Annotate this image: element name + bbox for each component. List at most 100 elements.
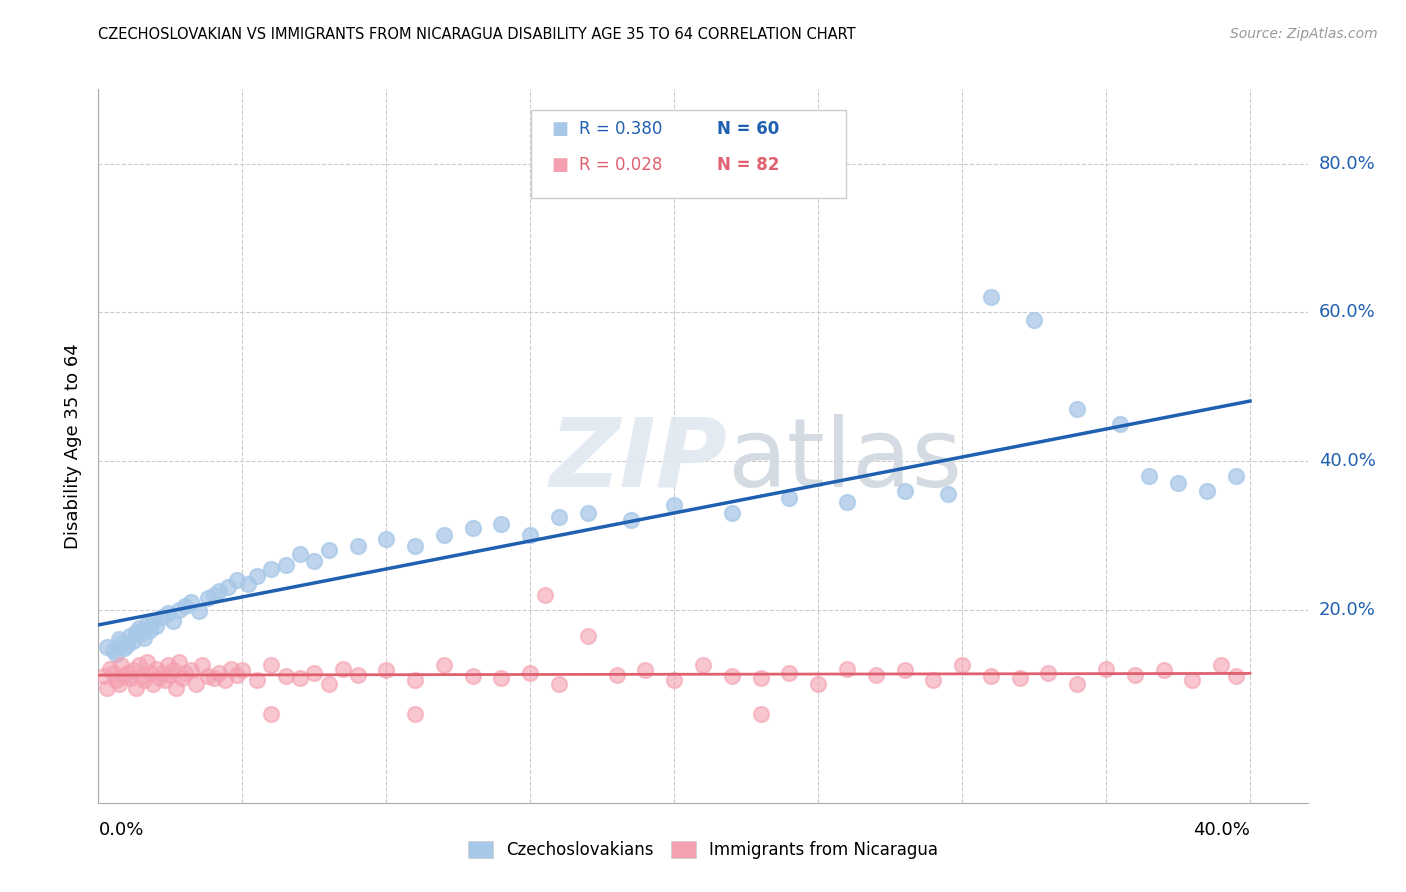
- Point: [620, 513, 643, 527]
- Point: [548, 509, 571, 524]
- Point: [304, 665, 326, 680]
- Point: [1225, 669, 1247, 683]
- Point: [107, 632, 129, 647]
- Point: [156, 658, 179, 673]
- Point: [145, 662, 167, 676]
- Point: [274, 669, 297, 683]
- Point: [145, 619, 167, 633]
- Point: [225, 573, 247, 587]
- Text: 40.0%: 40.0%: [1319, 452, 1375, 470]
- Point: [346, 668, 368, 682]
- Point: [197, 591, 219, 606]
- Point: [548, 677, 571, 691]
- Text: 60.0%: 60.0%: [1319, 303, 1375, 321]
- Point: [107, 677, 129, 691]
- Point: [96, 681, 118, 695]
- Point: [142, 677, 165, 691]
- Point: [950, 658, 973, 673]
- Point: [136, 655, 159, 669]
- Point: [664, 673, 686, 687]
- Point: [214, 673, 236, 687]
- Text: N = 82: N = 82: [717, 156, 779, 174]
- Point: [156, 607, 179, 621]
- Point: [142, 614, 165, 628]
- Point: [1008, 671, 1031, 685]
- Point: [197, 669, 219, 683]
- Point: [219, 662, 242, 676]
- Point: [150, 665, 173, 680]
- Point: [835, 662, 858, 676]
- Point: [519, 528, 541, 542]
- Point: [162, 614, 184, 628]
- Point: [134, 631, 156, 645]
- Point: [318, 677, 340, 691]
- Point: [533, 588, 555, 602]
- Text: N = 60: N = 60: [717, 120, 779, 138]
- Point: [260, 562, 283, 576]
- Point: [236, 576, 259, 591]
- Text: ■: ■: [551, 156, 568, 174]
- Point: [936, 487, 959, 501]
- Point: [318, 543, 340, 558]
- Point: [433, 528, 456, 542]
- Y-axis label: Disability Age 35 to 64: Disability Age 35 to 64: [65, 343, 83, 549]
- Text: 0.0%: 0.0%: [98, 822, 143, 839]
- Point: [404, 673, 426, 687]
- Point: [404, 539, 426, 553]
- Point: [1022, 312, 1045, 326]
- Point: [664, 499, 686, 513]
- Point: [1095, 662, 1118, 676]
- Point: [606, 668, 628, 682]
- Point: [167, 602, 190, 616]
- Point: [180, 595, 202, 609]
- Point: [893, 664, 915, 678]
- Point: [125, 681, 148, 695]
- Point: [167, 655, 190, 669]
- Point: [692, 658, 714, 673]
- Point: [375, 532, 398, 546]
- Point: [576, 506, 599, 520]
- Point: [304, 554, 326, 568]
- Point: [128, 621, 150, 635]
- Point: [1167, 476, 1189, 491]
- Point: [173, 665, 195, 680]
- Point: [101, 665, 124, 680]
- Text: ■: ■: [551, 120, 568, 138]
- Point: [131, 669, 153, 683]
- Point: [191, 658, 214, 673]
- Point: [375, 664, 398, 678]
- Point: [778, 665, 800, 680]
- Point: [346, 539, 368, 553]
- Legend: Czechoslovakians, Immigrants from Nicaragua: Czechoslovakians, Immigrants from Nicara…: [461, 834, 945, 866]
- Point: [980, 290, 1002, 304]
- Point: [225, 668, 247, 682]
- Point: [246, 673, 269, 687]
- Point: [150, 610, 173, 624]
- Point: [260, 706, 283, 721]
- Point: [491, 671, 513, 685]
- Point: [122, 633, 145, 648]
- Point: [98, 662, 121, 676]
- Point: [112, 669, 135, 683]
- Point: [202, 588, 225, 602]
- Point: [180, 664, 202, 678]
- Point: [148, 671, 170, 685]
- Point: [749, 706, 772, 721]
- Point: [778, 491, 800, 505]
- Point: [1038, 665, 1060, 680]
- Point: [120, 671, 142, 685]
- Point: [153, 673, 176, 687]
- Point: [110, 636, 132, 650]
- Text: 80.0%: 80.0%: [1319, 154, 1375, 172]
- Point: [115, 638, 138, 652]
- Point: [173, 599, 195, 613]
- Point: [893, 483, 915, 498]
- Point: [231, 664, 253, 678]
- Point: [186, 677, 208, 691]
- Point: [1153, 664, 1175, 678]
- Point: [1137, 468, 1160, 483]
- Point: [170, 671, 193, 685]
- Point: [1066, 677, 1088, 691]
- Point: [101, 643, 124, 657]
- Point: [165, 681, 187, 695]
